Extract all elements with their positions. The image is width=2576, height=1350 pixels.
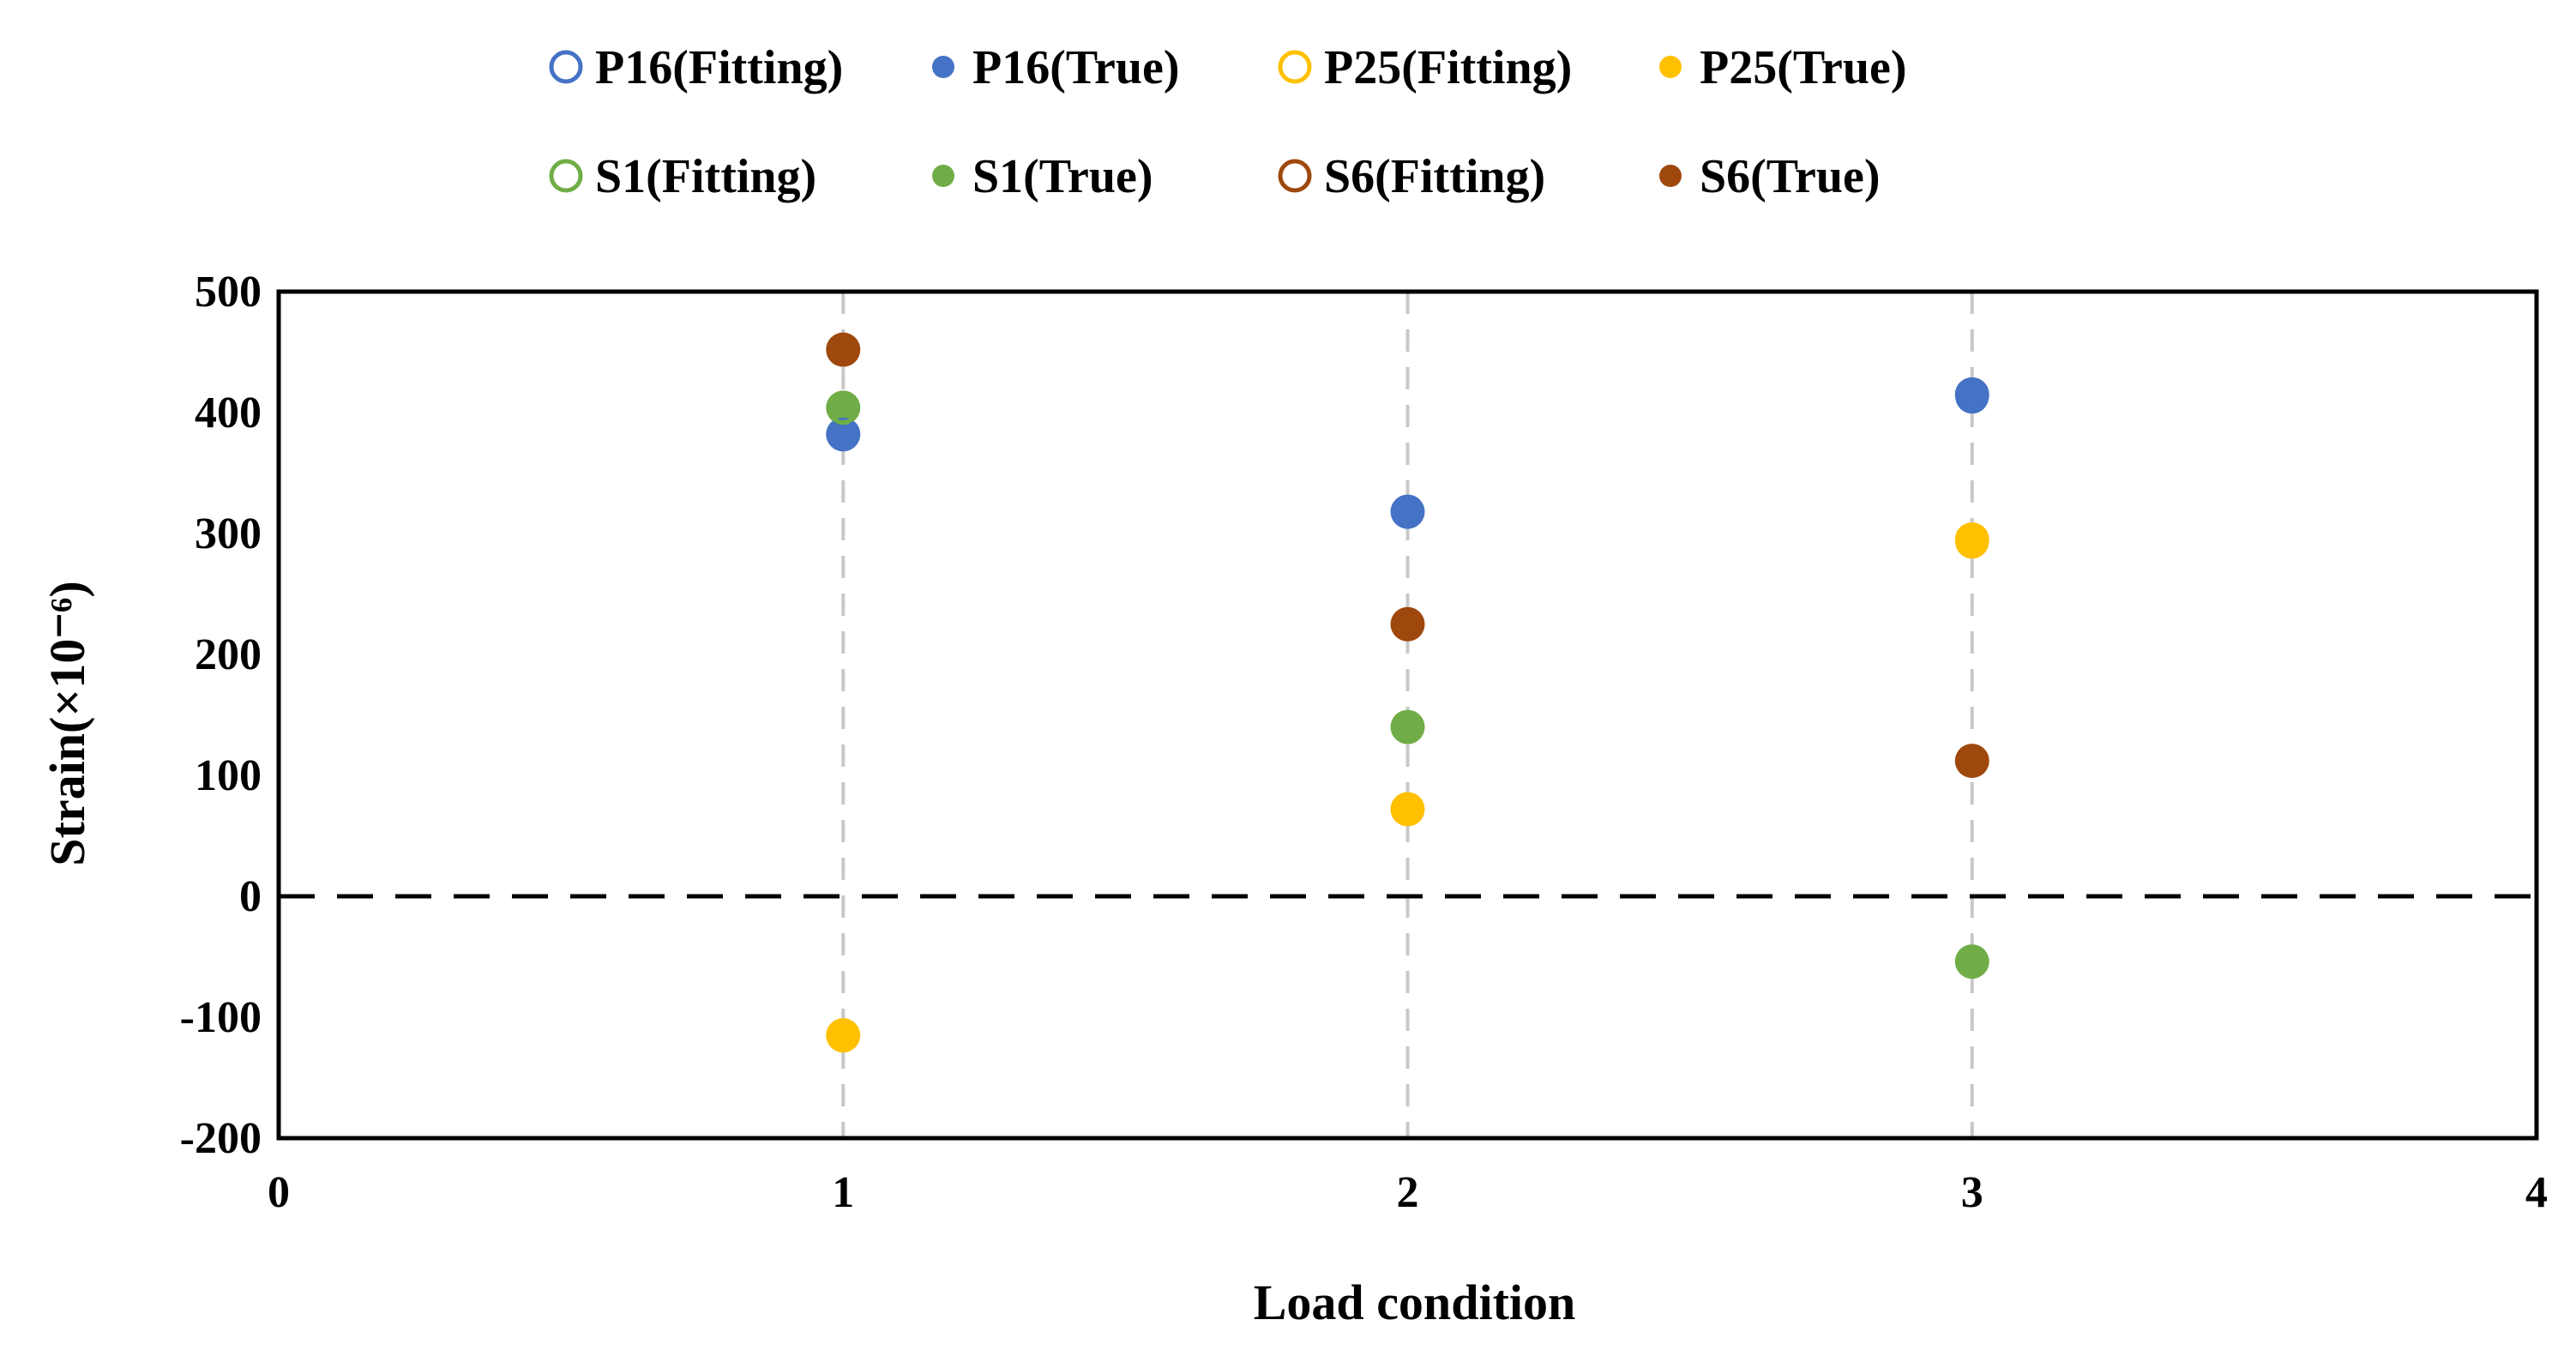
point-p16-fitting-2 bbox=[1391, 495, 1424, 529]
legend-marker bbox=[549, 50, 583, 84]
legend-item-6: S6(Fitting) bbox=[1278, 150, 1545, 203]
legend-item-7: S6(True) bbox=[1659, 150, 1881, 203]
legend-item-2: P25(Fitting) bbox=[1278, 41, 1572, 94]
legend-label: P25(Fitting) bbox=[1324, 41, 1572, 94]
legend: P16(Fitting) P16(True) P25(Fitting) P25(Tru… bbox=[549, 41, 1907, 203]
legend-label: P16(True) bbox=[972, 41, 1180, 94]
point-s6-true-3 bbox=[1954, 744, 1989, 779]
point-s6-true-2 bbox=[1390, 606, 1425, 642]
data-points bbox=[826, 332, 1989, 1053]
point-s6-fitting-2 bbox=[1391, 607, 1424, 642]
legend-label: P16(Fitting) bbox=[595, 41, 843, 94]
x-tick-label: 0 bbox=[268, 1168, 290, 1217]
x-tick-label: 2 bbox=[1397, 1168, 1419, 1217]
legend-label: S1(Fitting) bbox=[595, 150, 816, 203]
legend-marker bbox=[1278, 159, 1312, 193]
point-p16-fitting-3 bbox=[1955, 380, 1989, 414]
legend-item-5: S1(True) bbox=[932, 150, 1153, 203]
plot-area-frame bbox=[276, 289, 2539, 1141]
legend-label: S1(True) bbox=[972, 150, 1153, 203]
point-s1-fitting-2 bbox=[1391, 710, 1424, 744]
y-tick-label: -100 bbox=[180, 993, 262, 1042]
y-tick-label: 0 bbox=[239, 872, 262, 921]
x-tick-label: 1 bbox=[832, 1168, 854, 1217]
legend-item-3: P25(True) bbox=[1659, 41, 1907, 94]
point-p16-true-2 bbox=[1390, 494, 1425, 529]
point-s6-fitting-1 bbox=[826, 333, 860, 367]
y-axis-label: Strain(×10⁻⁶) bbox=[39, 581, 95, 865]
legend-item-1: P16(True) bbox=[932, 41, 1180, 94]
point-p25-fitting-3 bbox=[1955, 525, 1989, 559]
legend-marker bbox=[932, 56, 954, 78]
legend-marker bbox=[1659, 56, 1682, 78]
legend-label: P25(True) bbox=[1700, 41, 1907, 94]
x-tick-label: 4 bbox=[2525, 1168, 2548, 1217]
y-tick-label: 400 bbox=[195, 389, 262, 437]
y-tick-label: 100 bbox=[195, 751, 262, 800]
legend-label: S6(True) bbox=[1700, 150, 1881, 203]
y-tick-label: 500 bbox=[195, 268, 262, 316]
legend-item-4: S1(Fitting) bbox=[549, 150, 816, 203]
x-tick-label: 3 bbox=[1961, 1168, 1983, 1217]
point-s1-true-1 bbox=[826, 390, 861, 425]
legend-label: S6(Fitting) bbox=[1324, 150, 1545, 203]
x-axis-ticks: 0 1 2 3 4 bbox=[268, 1168, 2548, 1217]
legend-marker bbox=[1278, 50, 1312, 84]
point-p16-fitting-1 bbox=[826, 417, 860, 451]
point-p25-fitting-1 bbox=[826, 1018, 860, 1052]
point-s1-fitting-1 bbox=[826, 390, 860, 425]
legend-marker bbox=[549, 159, 583, 193]
point-p16-true-1 bbox=[826, 417, 861, 452]
point-s1-true-2 bbox=[1390, 709, 1425, 744]
point-s6-true-1 bbox=[826, 332, 861, 367]
point-s6-fitting-3 bbox=[1955, 744, 1989, 778]
legend-marker bbox=[1659, 165, 1682, 187]
point-p25-true-2 bbox=[1390, 792, 1425, 827]
y-tick-label: 300 bbox=[195, 509, 262, 558]
point-p25-fitting-2 bbox=[1391, 792, 1424, 826]
y-axis-ticks: 500 400 300 200 100 0 -100 -200 bbox=[180, 268, 262, 1163]
x-axis-label: Load condition bbox=[1254, 1275, 1576, 1330]
point-s1-true-3 bbox=[1954, 944, 1989, 979]
point-p25-true-1 bbox=[826, 1018, 861, 1053]
legend-item-0: P16(Fitting) bbox=[549, 41, 843, 94]
y-tick-label: 200 bbox=[195, 630, 262, 679]
legend-marker bbox=[932, 165, 954, 187]
y-tick-label: -200 bbox=[180, 1114, 262, 1163]
point-s1-fitting-3 bbox=[1955, 944, 1989, 979]
